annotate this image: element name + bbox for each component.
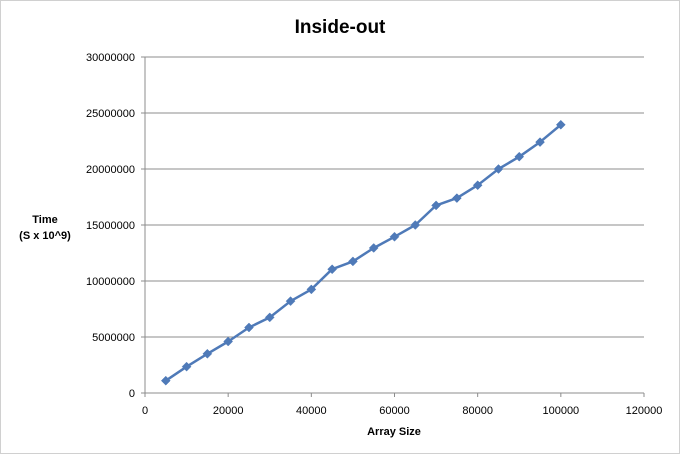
x-tick-label-6: 120000 — [626, 405, 663, 417]
data-point-0-1 — [181, 361, 192, 372]
axes — [144, 57, 645, 397]
series-group — [160, 119, 566, 386]
data-point-0-13 — [431, 200, 441, 211]
data-point-0-6 — [285, 296, 296, 307]
data-point-0-2 — [202, 348, 213, 359]
data-point-0-4 — [244, 322, 254, 333]
data-point-0-10 — [368, 243, 379, 253]
y-tick-labels: 0 5000000 10000000 15000000 20000000 25000000… — [86, 52, 135, 400]
data-point-0-12 — [410, 220, 421, 230]
data-point-0-3 — [223, 336, 234, 347]
data-point-0-14 — [452, 193, 462, 203]
x-tick-label-1: 20000 — [213, 405, 244, 417]
x-tick-label-4: 80000 — [462, 405, 493, 417]
data-point-0-17 — [514, 151, 525, 162]
x-tick-label-0: 0 — [142, 405, 148, 417]
y-tick-label-4: 20000000 — [86, 164, 135, 176]
data-point-0-15 — [472, 180, 483, 191]
data-point-0-9 — [348, 256, 358, 267]
y-tick-label-0: 0 — [129, 388, 135, 400]
y-tick-label-2: 10000000 — [86, 276, 135, 288]
series-line-0 — [165, 123, 562, 382]
data-point-0-18 — [535, 137, 545, 147]
data-point-0-11 — [389, 231, 400, 242]
data-point-0-8 — [327, 264, 337, 275]
x-tick-label-3: 60000 — [379, 405, 410, 417]
y-tick-label-5: 25000000 — [86, 108, 135, 120]
x-tick-labels: 0 20000 40000 60000 80000 100000 120000 — [142, 405, 662, 417]
x-axis-label: Array Size — [367, 426, 421, 438]
data-point-0-5 — [264, 312, 275, 323]
y-tick-label-3: 15000000 — [86, 220, 135, 232]
data-point-0-7 — [306, 284, 317, 295]
x-tick-label-2: 40000 — [296, 405, 327, 417]
y-tick-label-6: 30000000 — [86, 52, 135, 64]
y-tick-label-1: 5000000 — [92, 332, 135, 344]
data-point-0-16 — [493, 164, 504, 174]
data-point-0-0 — [160, 375, 171, 386]
y-axis-label-line-1: Time — [32, 214, 57, 226]
data-point-0-19 — [555, 119, 566, 130]
x-tick-label-5: 100000 — [542, 405, 579, 417]
chart-title: Inside-out — [295, 17, 386, 38]
y-axis-label-line-2: (S x 10^9) — [19, 230, 71, 242]
gridlines — [141, 56, 644, 394]
